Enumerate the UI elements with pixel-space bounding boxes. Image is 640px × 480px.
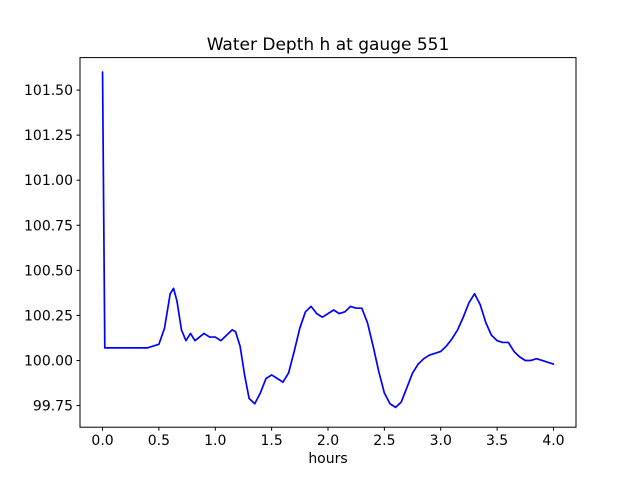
- x-axis-label: hours: [308, 451, 348, 467]
- y-tick-label: 101.00: [24, 173, 73, 189]
- axes-frame: [79, 57, 577, 428]
- x-tick-label: 1.0: [204, 433, 226, 449]
- y-tick-label: 101.50: [24, 83, 73, 99]
- x-tick-label: 3.0: [430, 433, 452, 449]
- y-tick-label: 100.75: [24, 218, 73, 234]
- x-tick-label: 0.0: [91, 433, 113, 449]
- y-tick-label: 101.25: [24, 128, 73, 144]
- y-tick-label: 100.50: [24, 263, 73, 279]
- y-tick-label: 100.25: [24, 308, 73, 324]
- x-tick-label: 1.5: [261, 433, 283, 449]
- y-tick-label: 100.00: [24, 353, 73, 369]
- x-tick-label: 3.5: [486, 433, 508, 449]
- x-tick-label: 0.5: [148, 433, 170, 449]
- x-tick-label: 2.5: [373, 433, 395, 449]
- chart-title: Water Depth h at gauge 551: [206, 35, 450, 55]
- data-line-water-depth-gauge-551: [101, 71, 555, 409]
- x-tick-label: 2.0: [317, 433, 339, 449]
- x-tick-label: 4.0: [542, 433, 564, 449]
- y-tick-label: 99.75: [33, 399, 73, 415]
